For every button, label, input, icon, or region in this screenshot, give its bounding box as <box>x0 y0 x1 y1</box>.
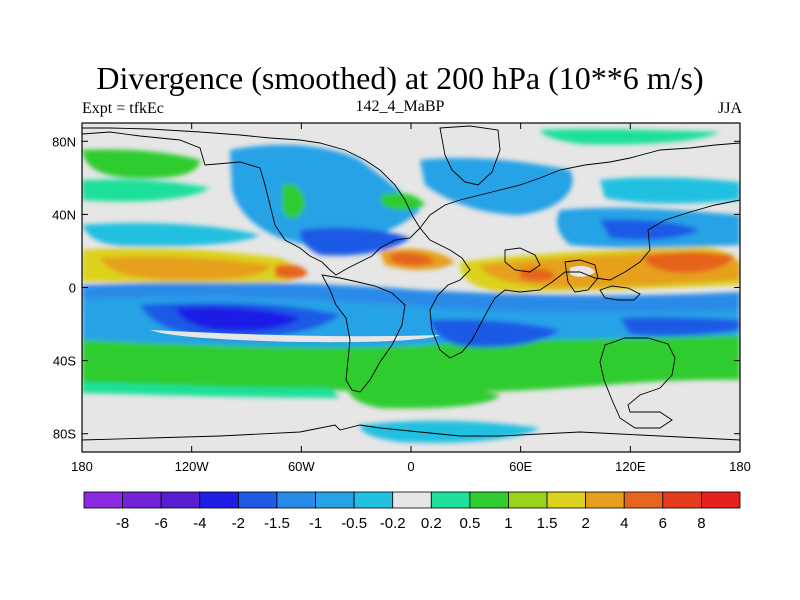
colorbar-label-8: 0.2 <box>421 515 442 532</box>
coast-maritime <box>599 285 641 301</box>
field-north-green-1 <box>282 183 305 219</box>
field-tropics-red <box>275 264 308 279</box>
colorbar-box-13 <box>585 491 625 509</box>
colorbar-box-6 <box>315 491 355 509</box>
field-neutral-streak-1 <box>150 330 440 343</box>
colorbar-box-3 <box>199 491 239 509</box>
colorbar-box-16 <box>701 491 741 509</box>
divergence-field <box>82 129 740 443</box>
y-axis: 80N 40N 0 40S 80S <box>52 134 740 442</box>
x-tick-label-4: 60E <box>509 459 532 474</box>
map-title: Divergence (smoothed) at 200 hPa (10**6 … <box>96 60 704 96</box>
field-north-green-2 <box>82 149 200 179</box>
coast-eurasia-africa <box>419 142 740 359</box>
colorbar-label-14: 6 <box>659 515 667 532</box>
field-neutral-streak-2 <box>570 265 595 277</box>
colorbar-box-2 <box>160 491 201 509</box>
x-tick-label-5: 120E <box>615 459 646 474</box>
y-tick-label-2: 0 <box>69 281 76 296</box>
field-north-arctic-green <box>540 129 720 145</box>
colorbar-box-10 <box>469 491 509 509</box>
field-north-blue-2 <box>300 227 410 256</box>
y-tick-label-1: 40N <box>52 207 76 222</box>
field-south-blue-4 <box>620 317 740 337</box>
colorbar-label-11: 1.5 <box>537 515 558 532</box>
coast-arabia <box>504 247 541 273</box>
colorbar-box-7 <box>353 491 394 509</box>
field-north-cyan-2 <box>82 223 260 247</box>
field-equator-blue <box>82 282 740 313</box>
field-south-lower-green <box>348 380 500 409</box>
case-label: 142_4_MaBP <box>355 98 445 115</box>
field-north-blue-5 <box>600 219 700 240</box>
colorbar-box-0 <box>83 491 123 509</box>
field-south-green-2 <box>82 382 340 398</box>
y-tick-label-0: 80N <box>52 134 76 149</box>
field-north-blue <box>230 144 420 245</box>
field-tropics-orange <box>100 256 270 280</box>
colorbar-box-12 <box>546 491 587 509</box>
x-axis: 180 120W 60W 0 60E 120E 180 <box>71 123 751 474</box>
colorbar-box-8 <box>392 491 432 509</box>
colorbar-label-7: -0.2 <box>380 515 406 532</box>
x-tick-label-1: 120W <box>175 459 210 474</box>
colorbar-label-0: -8 <box>116 515 129 532</box>
colorbar-box-11 <box>508 491 548 509</box>
field-south-green <box>82 335 740 392</box>
coast-north-america <box>82 127 421 276</box>
field-tropics-red-2 <box>390 252 435 266</box>
colorbar: -8 -6 -4 -2 -1.5 -1 -0.5 -0.2 0.2 0.5 1 1.5 2 4 6 8 <box>83 491 741 532</box>
x-tick-label-6: 180 <box>729 459 751 474</box>
x-tick-label-3: 0 <box>407 459 414 474</box>
field-south-pole-blue <box>360 420 540 443</box>
field-south-blue-3 <box>430 319 560 348</box>
x-tick-label-0: 180 <box>71 459 93 474</box>
coastlines <box>82 125 740 441</box>
season-label: JJA <box>717 100 742 117</box>
field-asia-redorange <box>644 251 735 273</box>
colorbar-label-5: -1 <box>309 515 322 532</box>
y-tick-label-3: 40S <box>53 354 76 369</box>
colorbar-box-1 <box>122 491 162 509</box>
coast-india <box>564 259 599 293</box>
colorbar-box-5 <box>276 491 316 509</box>
colorbar-label-15: 8 <box>697 515 705 532</box>
colorbar-label-1: -6 <box>155 515 168 532</box>
colorbar-label-4: -1.5 <box>264 515 290 532</box>
colorbar-label-6: -0.5 <box>341 515 367 532</box>
colorbar-box-9 <box>430 491 471 509</box>
experiment-label: Expt = tfkEc <box>82 100 164 117</box>
field-north-cyan-3 <box>600 177 740 204</box>
x-tick-label-2: 60W <box>288 459 315 474</box>
coast-antarctica <box>82 424 740 441</box>
colorbar-label-10: 1 <box>504 515 512 532</box>
field-north-cyan-1 <box>82 179 210 202</box>
colorbar-box-4 <box>237 491 278 509</box>
field-north-green-3 <box>380 193 425 211</box>
colorbar-label-13: 4 <box>620 515 628 532</box>
colorbar-box-14 <box>623 491 664 509</box>
field-south-blue-deep-2 <box>175 306 300 332</box>
y-tick-label-4: 80S <box>53 427 76 442</box>
coast-south-america <box>321 274 406 393</box>
colorbar-box-15 <box>662 491 702 509</box>
colorbar-label-3: -2 <box>232 515 245 532</box>
colorbar-label-9: 0.5 <box>459 515 480 532</box>
colorbar-label-12: 2 <box>581 515 589 532</box>
colorbar-label-2: -4 <box>193 515 206 532</box>
coast-australia <box>599 337 676 429</box>
coast-greenland <box>439 125 501 186</box>
